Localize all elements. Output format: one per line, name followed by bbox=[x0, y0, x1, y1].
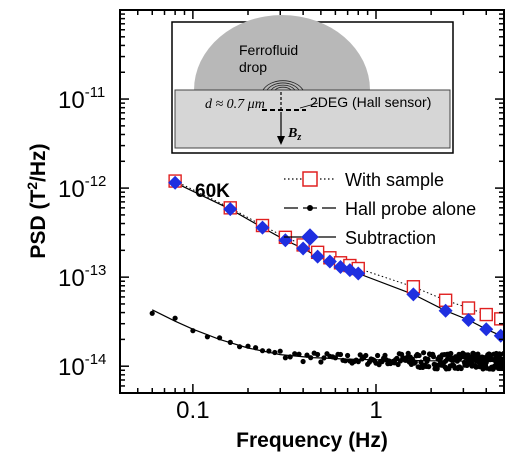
dipole-hatch bbox=[262, 80, 304, 91]
hall-probe-point bbox=[172, 315, 178, 321]
hall-probe-point bbox=[357, 352, 363, 358]
hall-probe-point bbox=[425, 356, 431, 362]
field-arrow-head bbox=[277, 136, 285, 145]
hall-probe-point bbox=[282, 355, 288, 361]
hall-probe-point bbox=[318, 359, 324, 365]
hall-probe-point bbox=[412, 359, 418, 365]
legend-marker-hall-probe bbox=[307, 205, 313, 211]
subtraction-point bbox=[351, 266, 366, 281]
y-tick-label: 10-14 bbox=[58, 351, 106, 381]
subtraction-point bbox=[296, 241, 311, 256]
sensor-label: 2DEG (Hall sensor) bbox=[310, 94, 431, 110]
subtraction-point bbox=[168, 175, 183, 190]
hall-probe-point bbox=[266, 348, 272, 354]
with-sample-point bbox=[479, 307, 493, 322]
y-tick-label: 10-12 bbox=[58, 173, 106, 203]
legend-marker-subtraction bbox=[301, 228, 319, 246]
legend-label-hall-probe: Hall probe alone bbox=[345, 199, 476, 219]
substrate bbox=[174, 89, 451, 149]
hall-probe-point bbox=[345, 352, 351, 359]
hall-probe-point bbox=[315, 351, 321, 358]
hall-probe-point bbox=[405, 350, 411, 356]
hall-probe-point bbox=[483, 359, 489, 365]
hall-probe-point bbox=[296, 351, 302, 357]
hall-probe-point bbox=[308, 355, 314, 361]
hall-probe-point bbox=[448, 350, 454, 357]
x-axis-title: Frequency (Hz) bbox=[236, 429, 388, 452]
hall-probe-point bbox=[421, 350, 427, 356]
hall-probe-point bbox=[375, 352, 381, 359]
hall-probe-point bbox=[458, 365, 464, 372]
y-axis-title: PSD (T2/Hz) bbox=[24, 143, 50, 258]
hall-probe-point bbox=[418, 359, 424, 365]
hall-probe-point bbox=[416, 352, 422, 359]
temperature-label: 60K bbox=[195, 181, 230, 202]
distance-label: d ≈ 0.7 μm bbox=[205, 97, 265, 112]
subtraction-point bbox=[438, 303, 453, 318]
hall-probe-points bbox=[149, 310, 504, 372]
hall-probe-point bbox=[204, 334, 210, 340]
legend-marker-with-sample bbox=[302, 171, 318, 187]
hall-probe-point bbox=[394, 355, 400, 361]
drop-label-line2: drop bbox=[239, 59, 267, 75]
hall-probe-point bbox=[253, 345, 259, 351]
legend-label-subtraction: Subtraction bbox=[345, 228, 436, 248]
subtraction-point bbox=[255, 220, 270, 235]
hall-probe-point bbox=[475, 351, 481, 357]
hall-probe-point bbox=[337, 351, 344, 358]
x-tick-label: 1 bbox=[369, 397, 382, 424]
legend: With sample Hall probe alone Subtraction bbox=[284, 170, 476, 248]
hall-probe-point bbox=[304, 352, 310, 358]
sensor-leader bbox=[299, 102, 319, 109]
inset-schematic: Ferrofluid drop d ≈ 0.7 μm 2DEG (Hall se… bbox=[171, 15, 454, 154]
y-tick-label: 10-13 bbox=[58, 262, 106, 292]
subtraction-point bbox=[223, 202, 238, 217]
hall-probe-point bbox=[237, 344, 243, 350]
y-tick-label: 10-11 bbox=[58, 84, 105, 114]
subtraction-point bbox=[479, 322, 494, 337]
with-sample-point bbox=[461, 301, 476, 315]
drop-label-line1: Ferrofluid bbox=[239, 42, 298, 58]
hall-probe-point bbox=[149, 310, 155, 316]
hall-probe-point bbox=[217, 335, 223, 341]
hall-probe-point bbox=[190, 328, 196, 334]
hall-probe-point bbox=[355, 359, 361, 365]
hall-probe-point bbox=[321, 355, 327, 361]
hall-probe-point bbox=[382, 352, 388, 358]
hall-probe-point bbox=[272, 349, 278, 356]
hall-probe-point bbox=[342, 358, 348, 364]
hall-probe-point bbox=[227, 339, 233, 345]
subtraction-point bbox=[461, 313, 476, 328]
legend-label-with-sample: With sample bbox=[345, 170, 444, 190]
subtraction-point bbox=[310, 249, 325, 264]
x-tick-label: 0.1 bbox=[176, 397, 209, 424]
subtraction-point bbox=[406, 287, 421, 302]
hall-probe-point bbox=[430, 354, 437, 360]
plot-frame bbox=[119, 9, 505, 394]
hall-probe-point bbox=[245, 343, 251, 349]
hall-probe-point bbox=[287, 354, 293, 360]
subtraction-point bbox=[322, 254, 337, 269]
hall-probe-point bbox=[259, 348, 266, 354]
hall-probe-point bbox=[277, 348, 283, 354]
ferrofluid-drop bbox=[194, 15, 370, 90]
field-label: Bz bbox=[287, 126, 301, 143]
hall-probe-point bbox=[300, 358, 306, 365]
tick-labels: 0.1 1 10-14 10-13 10-12 10-11 bbox=[58, 84, 383, 424]
hall-probe-point bbox=[363, 352, 369, 359]
series-markers bbox=[168, 174, 504, 343]
hall-probe-point bbox=[292, 351, 298, 357]
hall-probe-point bbox=[426, 364, 432, 370]
